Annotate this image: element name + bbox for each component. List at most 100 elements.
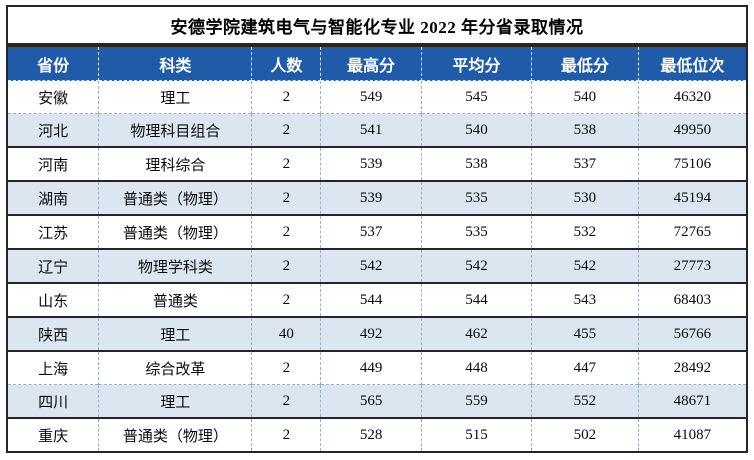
table-cell: 535 xyxy=(420,181,533,215)
table-cell: 541 xyxy=(320,113,422,147)
table-cell: 448 xyxy=(420,351,533,385)
table-cell: 492 xyxy=(320,317,422,351)
table-cell: 2 xyxy=(251,113,322,147)
table-cell: 544 xyxy=(420,283,533,317)
table-cell: 46320 xyxy=(637,80,748,114)
header-cell: 科类 xyxy=(98,45,253,81)
table-cell: 68403 xyxy=(637,283,748,317)
table-cell: 27773 xyxy=(637,249,748,283)
table-title: 安德学院建筑电气与智能化专业 2022 年分省录取情况 xyxy=(6,5,748,45)
table-cell: 辽宁 xyxy=(6,249,100,283)
table-cell: 山东 xyxy=(6,283,100,317)
table-cell: 湖南 xyxy=(6,181,100,215)
table-cell: 综合改革 xyxy=(98,351,253,385)
table-cell: 物理科目组合 xyxy=(98,113,253,147)
table-cell: 502 xyxy=(531,418,639,452)
table-row: 江苏 普通类（物理） 2 537 535 532 72765 xyxy=(6,215,748,249)
table-cell: 540 xyxy=(420,113,533,147)
table-cell: 559 xyxy=(420,384,533,418)
table-row: 重庆 普通类（物理） 2 528 515 502 41087 xyxy=(6,418,748,452)
table-cell: 2 xyxy=(251,351,322,385)
table-row: 山东 普通类 2 544 544 543 68403 xyxy=(6,283,748,317)
table-cell: 535 xyxy=(420,215,533,249)
admission-score-table: 省份 科类 人数 最高分 平均分 最低分 最低位次 安徽 理工 2 549 545 540 46320 河… xyxy=(6,45,748,453)
table-cell: 41087 xyxy=(637,418,748,452)
table-cell: 2 xyxy=(251,147,322,181)
table-cell: 上海 xyxy=(6,351,100,385)
table-cell: 重庆 xyxy=(6,418,100,452)
table-cell: 544 xyxy=(320,283,422,317)
table-cell: 542 xyxy=(420,249,533,283)
table-cell: 河南 xyxy=(6,147,100,181)
header-cell: 省份 xyxy=(6,45,100,81)
table-cell: 理工 xyxy=(98,384,253,418)
table-row: 湖南 普通类（物理） 2 539 535 530 45194 xyxy=(6,181,748,215)
table-cell: 45194 xyxy=(637,181,748,215)
table-cell: 2 xyxy=(251,384,322,418)
table-cell: 565 xyxy=(320,384,422,418)
table-cell: 陕西 xyxy=(6,317,100,351)
table-cell: 理工 xyxy=(98,80,253,114)
table-cell: 普通类（物理） xyxy=(98,181,253,215)
table-cell: 545 xyxy=(420,80,533,114)
table-cell: 2 xyxy=(251,80,322,114)
table-cell: 2 xyxy=(251,215,322,249)
table-cell: 28492 xyxy=(637,351,748,385)
header-row: 省份 科类 人数 最高分 平均分 最低分 最低位次 xyxy=(6,45,748,81)
table-cell: 理科综合 xyxy=(98,147,253,181)
table-cell: 447 xyxy=(531,351,639,385)
table-cell: 530 xyxy=(531,181,639,215)
table-row: 河北 物理科目组合 2 541 540 538 49950 xyxy=(6,113,748,147)
table-cell: 40 xyxy=(251,317,322,351)
table-cell: 538 xyxy=(531,113,639,147)
table-cell: 542 xyxy=(320,249,422,283)
table-cell: 2 xyxy=(251,249,322,283)
table-cell: 普通类 xyxy=(98,283,253,317)
table-cell: 449 xyxy=(320,351,422,385)
header-cell: 人数 xyxy=(251,45,322,81)
table-cell: 515 xyxy=(420,418,533,452)
table-row: 安徽 理工 2 549 545 540 46320 xyxy=(6,80,748,114)
table-cell: 普通类（物理） xyxy=(98,215,253,249)
table-cell: 538 xyxy=(420,147,533,181)
table-cell: 528 xyxy=(320,418,422,452)
table-cell: 455 xyxy=(531,317,639,351)
table-cell: 普通类（物理） xyxy=(98,418,253,452)
header-cell: 最低位次 xyxy=(637,45,748,81)
table-cell: 543 xyxy=(531,283,639,317)
table-cell: 江苏 xyxy=(6,215,100,249)
table-cell: 安徽 xyxy=(6,80,100,114)
table-row: 陕西 理工 40 492 462 455 56766 xyxy=(6,317,748,351)
table-cell: 72765 xyxy=(637,215,748,249)
table-cell: 56766 xyxy=(637,317,748,351)
table-cell: 48671 xyxy=(637,384,748,418)
table-cell: 552 xyxy=(531,384,639,418)
table-row: 上海 综合改革 2 449 448 447 28492 xyxy=(6,351,748,385)
table-cell: 537 xyxy=(531,147,639,181)
table-cell: 542 xyxy=(531,249,639,283)
table-cell: 物理学科类 xyxy=(98,249,253,283)
table-title-text: 安德学院建筑电气与智能化专业 2022 年分省录取情况 xyxy=(170,17,584,37)
table-row: 辽宁 物理学科类 2 542 542 542 27773 xyxy=(6,249,748,283)
table-cell: 四川 xyxy=(6,384,100,418)
table-cell: 75106 xyxy=(637,147,748,181)
table-cell: 理工 xyxy=(98,317,253,351)
header-cell: 最高分 xyxy=(320,45,422,81)
table-head: 省份 科类 人数 最高分 平均分 最低分 最低位次 xyxy=(6,45,748,81)
table-body: 安徽 理工 2 549 545 540 46320 河北 物理科目组合 2 541 540 538 499… xyxy=(6,80,748,452)
table-row: 河南 理科综合 2 539 538 537 75106 xyxy=(6,147,748,181)
table-cell: 540 xyxy=(531,80,639,114)
table-cell: 2 xyxy=(251,418,322,452)
table-cell: 河北 xyxy=(6,113,100,147)
table-cell: 49950 xyxy=(637,113,748,147)
header-cell: 最低分 xyxy=(531,45,639,81)
table-cell: 2 xyxy=(251,181,322,215)
table-cell: 539 xyxy=(320,147,422,181)
header-cell: 平均分 xyxy=(420,45,533,81)
table-cell: 2 xyxy=(251,283,322,317)
table-cell: 537 xyxy=(320,215,422,249)
table-cell: 549 xyxy=(320,80,422,114)
table-cell: 462 xyxy=(420,317,533,351)
table-cell: 539 xyxy=(320,181,422,215)
